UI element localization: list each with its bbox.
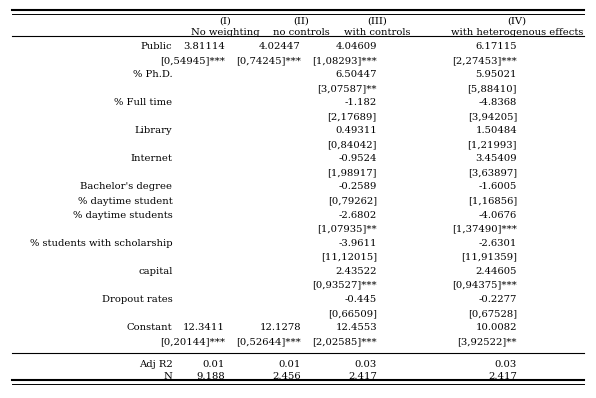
Text: -2.6802: -2.6802 (339, 211, 377, 220)
Text: 6.50447: 6.50447 (336, 70, 377, 79)
Text: [0,66509]: [0,66509] (328, 309, 377, 318)
Text: 10.0082: 10.0082 (476, 323, 517, 332)
Text: 0.03: 0.03 (495, 360, 517, 369)
Text: [1,21993]: [1,21993] (467, 140, 517, 149)
Text: -3.9611: -3.9611 (339, 239, 377, 248)
Text: -4.0676: -4.0676 (479, 211, 517, 220)
Text: 0.01: 0.01 (278, 360, 301, 369)
Text: 0.49311: 0.49311 (335, 126, 377, 135)
Text: No weighting: No weighting (191, 28, 259, 37)
Text: 2.44605: 2.44605 (476, 267, 517, 276)
Text: [0,79262]: [0,79262] (328, 197, 377, 205)
Text: 0.03: 0.03 (355, 360, 377, 369)
Text: % Full time: % Full time (114, 98, 172, 107)
Text: % daytime students: % daytime students (73, 211, 172, 220)
Text: [11,91359]: [11,91359] (461, 253, 517, 261)
Text: -0.9524: -0.9524 (339, 154, 377, 164)
Text: Library: Library (135, 126, 172, 135)
Text: Constant: Constant (127, 323, 172, 332)
Text: 1.50484: 1.50484 (475, 126, 517, 135)
Text: no controls: no controls (272, 28, 330, 37)
Text: 2.456: 2.456 (272, 372, 301, 381)
Text: 4.02447: 4.02447 (259, 42, 301, 51)
Text: [1,37490]***: [1,37490]*** (452, 224, 517, 234)
Text: -0.2277: -0.2277 (479, 295, 517, 304)
Text: [3,92522]**: [3,92522]** (458, 337, 517, 346)
Text: Adj R2: Adj R2 (139, 360, 172, 369)
Text: [0,93527]***: [0,93527]*** (312, 281, 377, 290)
Text: 12.4553: 12.4553 (335, 323, 377, 332)
Text: 2.417: 2.417 (348, 372, 377, 381)
Text: N: N (164, 372, 172, 381)
Text: [3,07587]**: [3,07587]** (317, 84, 377, 93)
Text: 9.188: 9.188 (196, 372, 225, 381)
Text: (III): (III) (367, 16, 387, 25)
Text: 0.01: 0.01 (203, 360, 225, 369)
Text: -0.445: -0.445 (344, 295, 377, 304)
Text: 2.43522: 2.43522 (336, 267, 377, 276)
Text: % daytime student: % daytime student (77, 197, 172, 205)
Text: 3.81114: 3.81114 (183, 42, 225, 51)
Text: -4.8368: -4.8368 (479, 98, 517, 107)
Text: % Ph.D.: % Ph.D. (133, 70, 172, 79)
Text: Dropout rates: Dropout rates (102, 295, 172, 304)
Text: [1,08293]***: [1,08293]*** (312, 56, 377, 65)
Text: Internet: Internet (131, 154, 172, 164)
Text: [1,98917]: [1,98917] (327, 168, 377, 178)
Text: (I): (I) (219, 16, 231, 25)
Text: [0,67528]: [0,67528] (468, 309, 517, 318)
Text: [0,20144]***: [0,20144]*** (160, 337, 225, 346)
Text: [0,54945]***: [0,54945]*** (160, 56, 225, 65)
Text: 12.3411: 12.3411 (183, 323, 225, 332)
Text: with controls: with controls (344, 28, 410, 37)
Text: [11,12015]: [11,12015] (321, 253, 377, 261)
Text: [2,27453]***: [2,27453]*** (452, 56, 517, 65)
Text: % students with scholarship: % students with scholarship (30, 239, 172, 248)
Text: [0,52644]***: [0,52644]*** (236, 337, 301, 346)
Text: 6.17115: 6.17115 (476, 42, 517, 51)
Text: 4.04609: 4.04609 (336, 42, 377, 51)
Text: 3.45409: 3.45409 (476, 154, 517, 164)
Text: [1,16856]: [1,16856] (468, 197, 517, 205)
Text: [2,17689]: [2,17689] (328, 112, 377, 121)
Text: 12.1278: 12.1278 (259, 323, 301, 332)
Text: -2.6301: -2.6301 (479, 239, 517, 248)
Text: [5,88410]: [5,88410] (467, 84, 517, 93)
Text: [1,07935]**: [1,07935]** (317, 224, 377, 234)
Text: 5.95021: 5.95021 (476, 70, 517, 79)
Text: -1.182: -1.182 (344, 98, 377, 107)
Text: (II): (II) (293, 16, 309, 25)
Text: [0,74245]***: [0,74245]*** (236, 56, 301, 65)
Text: [0,94375]***: [0,94375]*** (452, 281, 517, 290)
Text: 2.417: 2.417 (488, 372, 517, 381)
Text: Public: Public (141, 42, 172, 51)
Text: -1.6005: -1.6005 (479, 182, 517, 191)
Text: -0.2589: -0.2589 (339, 182, 377, 191)
Text: [3,94205]: [3,94205] (468, 112, 517, 121)
Text: with heterogenous effects: with heterogenous effects (451, 28, 583, 37)
Text: (IV): (IV) (507, 16, 527, 25)
Text: capital: capital (138, 267, 172, 276)
Text: [3,63897]: [3,63897] (468, 168, 517, 178)
Text: Bachelor's degree: Bachelor's degree (80, 182, 172, 191)
Text: [0,84042]: [0,84042] (327, 140, 377, 149)
Text: [2,02585]***: [2,02585]*** (312, 337, 377, 346)
